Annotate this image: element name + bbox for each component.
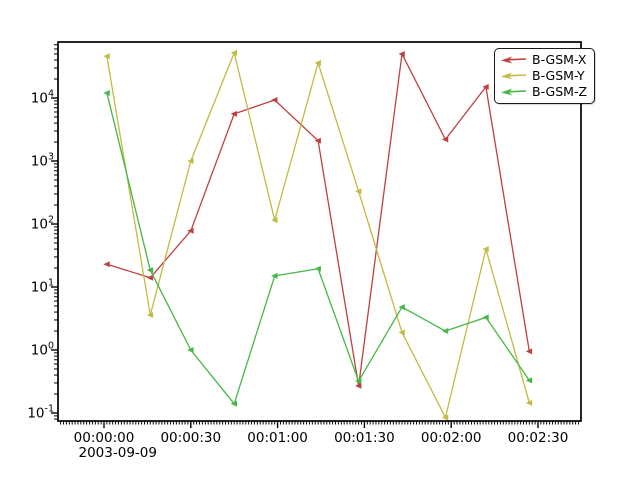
data-point-marker <box>103 53 110 60</box>
data-point-marker <box>146 274 154 281</box>
left-arrow-icon <box>501 72 527 80</box>
x-tick-label: 00:01:30 <box>334 430 395 446</box>
data-point-marker <box>398 50 405 57</box>
data-point-marker <box>230 110 237 117</box>
legend-entry-bgsmz: B-GSM-Z <box>499 84 587 100</box>
data-point-marker <box>230 49 237 56</box>
x-tick-label: 00:02:30 <box>508 430 569 446</box>
data-point-marker <box>441 414 449 421</box>
data-point-marker <box>314 265 321 272</box>
data-point-marker <box>355 378 362 385</box>
y-tick-label: 102 <box>31 215 54 233</box>
data-point-marker <box>482 246 489 253</box>
data-point-marker <box>103 90 110 97</box>
plot-frame <box>57 41 582 422</box>
left-arrow-icon <box>501 88 527 96</box>
series-line-b-gsm-y <box>106 52 530 419</box>
data-point-marker <box>187 227 194 234</box>
x-tick-label: 00:00:00 <box>74 430 135 446</box>
left-arrow-icon <box>501 56 527 64</box>
data-point-marker <box>146 267 154 274</box>
data-point-marker <box>482 83 489 90</box>
x-tick-label: 00:01:00 <box>247 430 308 446</box>
data-point-marker <box>398 304 405 311</box>
data-point-marker <box>398 329 405 336</box>
data-point-marker <box>271 96 278 103</box>
legend: B-GSM-X B-GSM-Y B-GSM-Z <box>494 48 596 104</box>
data-point-marker <box>314 59 321 66</box>
x-axis-date-label: 2003-09-09 <box>79 445 157 461</box>
series-line-b-gsm-x <box>106 53 530 387</box>
data-point-marker <box>525 399 533 406</box>
data-point-marker <box>230 400 237 407</box>
data-point-marker <box>441 136 449 143</box>
legend-label: B-GSM-Z <box>532 84 588 99</box>
legend-label: B-GSM-Y <box>532 68 585 83</box>
data-point-marker <box>146 311 154 318</box>
data-point-marker <box>103 261 110 268</box>
data-point-marker <box>355 382 362 389</box>
y-tick-label: 10-1 <box>27 404 54 422</box>
data-point-marker <box>187 347 194 353</box>
data-point-marker <box>271 272 278 279</box>
y-tick-label: 103 <box>31 152 54 170</box>
data-point-marker <box>314 137 321 144</box>
legend-entry-bgsmy: B-GSM-Y <box>499 68 587 84</box>
data-point-marker <box>187 158 194 164</box>
y-tick-label: 104 <box>31 89 54 107</box>
legend-entry-bgsmx: B-GSM-X <box>499 52 587 68</box>
x-tick-label: 00:00:30 <box>160 430 221 446</box>
data-point-marker <box>525 348 533 355</box>
data-point-marker <box>355 188 362 195</box>
y-tick-label: 101 <box>31 278 54 296</box>
legend-label: B-GSM-X <box>532 52 587 67</box>
data-point-marker <box>482 314 489 321</box>
x-tick-label: 00:02:00 <box>421 430 482 446</box>
data-point-marker <box>441 328 449 335</box>
data-point-marker <box>271 217 278 224</box>
y-tick-label: 100 <box>31 341 54 359</box>
data-point-marker <box>525 377 533 384</box>
